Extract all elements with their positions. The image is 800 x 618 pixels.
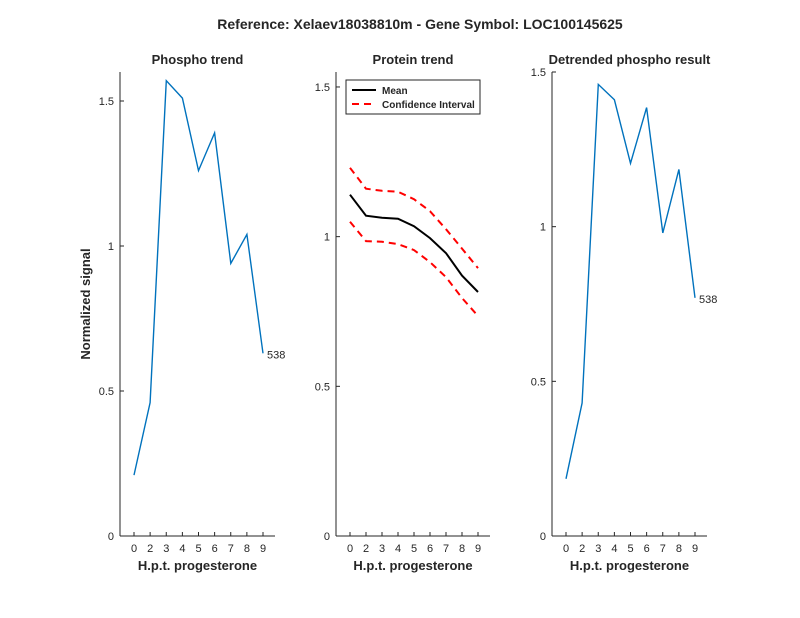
x-tick-label: 6 (212, 543, 218, 555)
x-tick-label: 5 (195, 543, 201, 555)
y-tick-label: 0 (108, 531, 114, 543)
x-tick-label: 6 (644, 543, 650, 555)
x-tick-label: 6 (427, 543, 433, 555)
x-tick-label: 5 (627, 543, 633, 555)
x-tick-label: 0 (347, 543, 353, 555)
x-axis-label: H.p.t. progesterone (353, 558, 472, 573)
x-tick-label: 8 (459, 543, 465, 555)
x-tick-label: 8 (244, 543, 250, 555)
figure-title: Reference: Xelaev18038810m - Gene Symbol… (217, 16, 623, 32)
x-tick-label: 2 (147, 543, 153, 555)
x-axis-label: H.p.t. progesterone (138, 558, 257, 573)
y-tick-label: 0 (324, 531, 330, 543)
x-tick-label: 5 (411, 543, 417, 555)
x-tick-label: 2 (579, 543, 585, 555)
y-axis-label: Normalized signal (78, 248, 93, 359)
x-tick-label: 4 (179, 543, 185, 555)
x-tick-label: 7 (660, 543, 666, 555)
x-tick-label: 9 (475, 543, 481, 555)
series-line (565, 82, 696, 479)
legend-entry: Confidence Interval (382, 100, 475, 111)
x-tick-label: 9 (692, 543, 698, 555)
confidence-interval-line (349, 221, 479, 317)
legend-entry: Mean (382, 86, 408, 97)
x-tick-label: 9 (260, 543, 266, 555)
x-tick-label: 8 (676, 543, 682, 555)
x-tick-label: 3 (379, 543, 385, 555)
x-tick-label: 2 (363, 543, 369, 555)
panel-title: Detrended phospho result (549, 52, 711, 67)
point-label: 538 (699, 294, 717, 306)
y-tick-label: 1 (540, 222, 546, 234)
x-tick-label: 7 (228, 543, 234, 555)
legend: Mean Confidence Interval (345, 79, 481, 115)
y-tick-label: 1.5 (531, 67, 546, 79)
x-tick-label: 4 (395, 543, 401, 555)
x-tick-label: 0 (563, 543, 569, 555)
x-tick-label: 0 (131, 543, 137, 555)
series-line (133, 79, 264, 476)
point-label: 538 (267, 349, 285, 361)
x-tick-label: 4 (611, 543, 617, 555)
y-tick-label: 0 (540, 531, 546, 543)
x-tick-label: 3 (163, 543, 169, 555)
y-tick-label: 0.5 (315, 381, 330, 393)
y-tick-label: 0.5 (99, 386, 114, 398)
x-tick-label: 3 (595, 543, 601, 555)
mean-line (349, 194, 479, 293)
x-tick-label: 7 (443, 543, 449, 555)
panel-title: Protein trend (373, 52, 454, 67)
y-tick-label: 1 (108, 241, 114, 253)
y-tick-label: 1 (324, 232, 330, 244)
legend-box (345, 79, 481, 115)
panel-title: Phospho trend (152, 52, 244, 67)
y-tick-label: 1.5 (99, 96, 114, 108)
y-tick-label: 0.5 (531, 376, 546, 388)
y-tick-label: 1.5 (315, 82, 330, 94)
x-axis-label: H.p.t. progesterone (570, 558, 689, 573)
confidence-interval-line (349, 167, 479, 269)
